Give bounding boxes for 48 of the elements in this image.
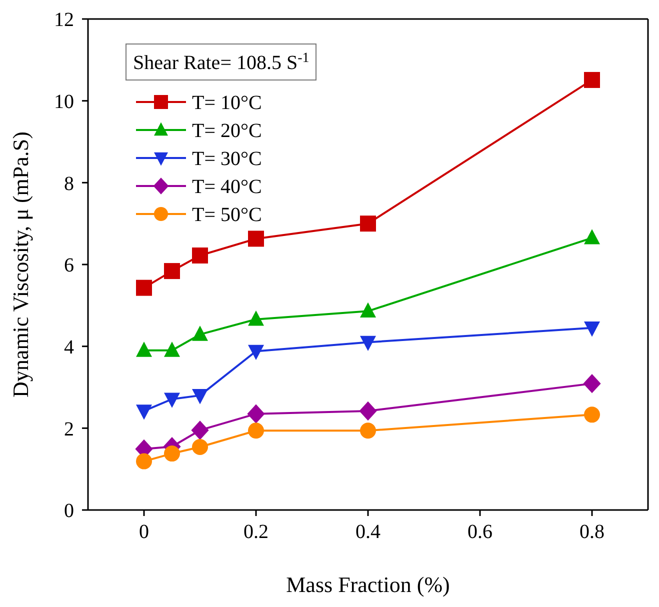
y-tick-label: 6 bbox=[64, 254, 74, 277]
point bbox=[136, 453, 152, 470]
y-tick-label: 0 bbox=[64, 500, 74, 522]
point bbox=[164, 263, 180, 280]
legend-label: T= 40°C bbox=[192, 176, 262, 198]
point bbox=[248, 344, 264, 360]
point bbox=[359, 401, 377, 421]
y-tick-label: 8 bbox=[64, 172, 74, 195]
point bbox=[584, 72, 600, 88]
x-tick-label: 0.8 bbox=[580, 521, 604, 544]
point bbox=[164, 342, 180, 357]
legend-label: T= 50°C bbox=[192, 204, 262, 226]
point bbox=[164, 446, 180, 462]
x-tick-label: 0.2 bbox=[244, 521, 268, 544]
x-tick-label: 0 bbox=[139, 521, 149, 544]
point bbox=[583, 374, 601, 394]
legend-label: T= 30°C bbox=[192, 148, 262, 170]
point bbox=[192, 248, 208, 264]
point bbox=[248, 230, 264, 247]
point bbox=[192, 389, 208, 404]
point bbox=[191, 420, 209, 440]
y-tick-label: 10 bbox=[54, 90, 74, 113]
point bbox=[248, 310, 264, 326]
y-axis-title: Dynamic Viscosity, μ (mPa.S) bbox=[8, 132, 33, 398]
point bbox=[136, 342, 152, 357]
legend-label: T= 20°C bbox=[192, 120, 262, 142]
point bbox=[192, 438, 208, 455]
x-tick-label: 0.4 bbox=[356, 521, 380, 544]
y-tick-label: 4 bbox=[64, 336, 74, 358]
point bbox=[360, 216, 376, 232]
point bbox=[136, 280, 152, 296]
point bbox=[136, 404, 152, 420]
point bbox=[247, 404, 265, 424]
point bbox=[360, 422, 376, 439]
point bbox=[360, 336, 376, 352]
y-tick-label: 2 bbox=[64, 418, 74, 440]
legend-label: T= 10°C bbox=[192, 92, 262, 114]
point bbox=[584, 322, 600, 337]
point bbox=[164, 392, 180, 408]
point bbox=[192, 326, 208, 341]
point bbox=[248, 422, 264, 439]
point bbox=[584, 229, 600, 244]
y-tick-label: 12 bbox=[54, 9, 74, 32]
point bbox=[360, 302, 376, 318]
x-axis-title: Mass Fraction (%) bbox=[286, 572, 450, 597]
x-tick-label: 0.6 bbox=[468, 521, 492, 544]
point bbox=[584, 406, 600, 423]
legend-title: Shear Rate= 108.5 S$^{-1}$ bbox=[133, 50, 310, 74]
